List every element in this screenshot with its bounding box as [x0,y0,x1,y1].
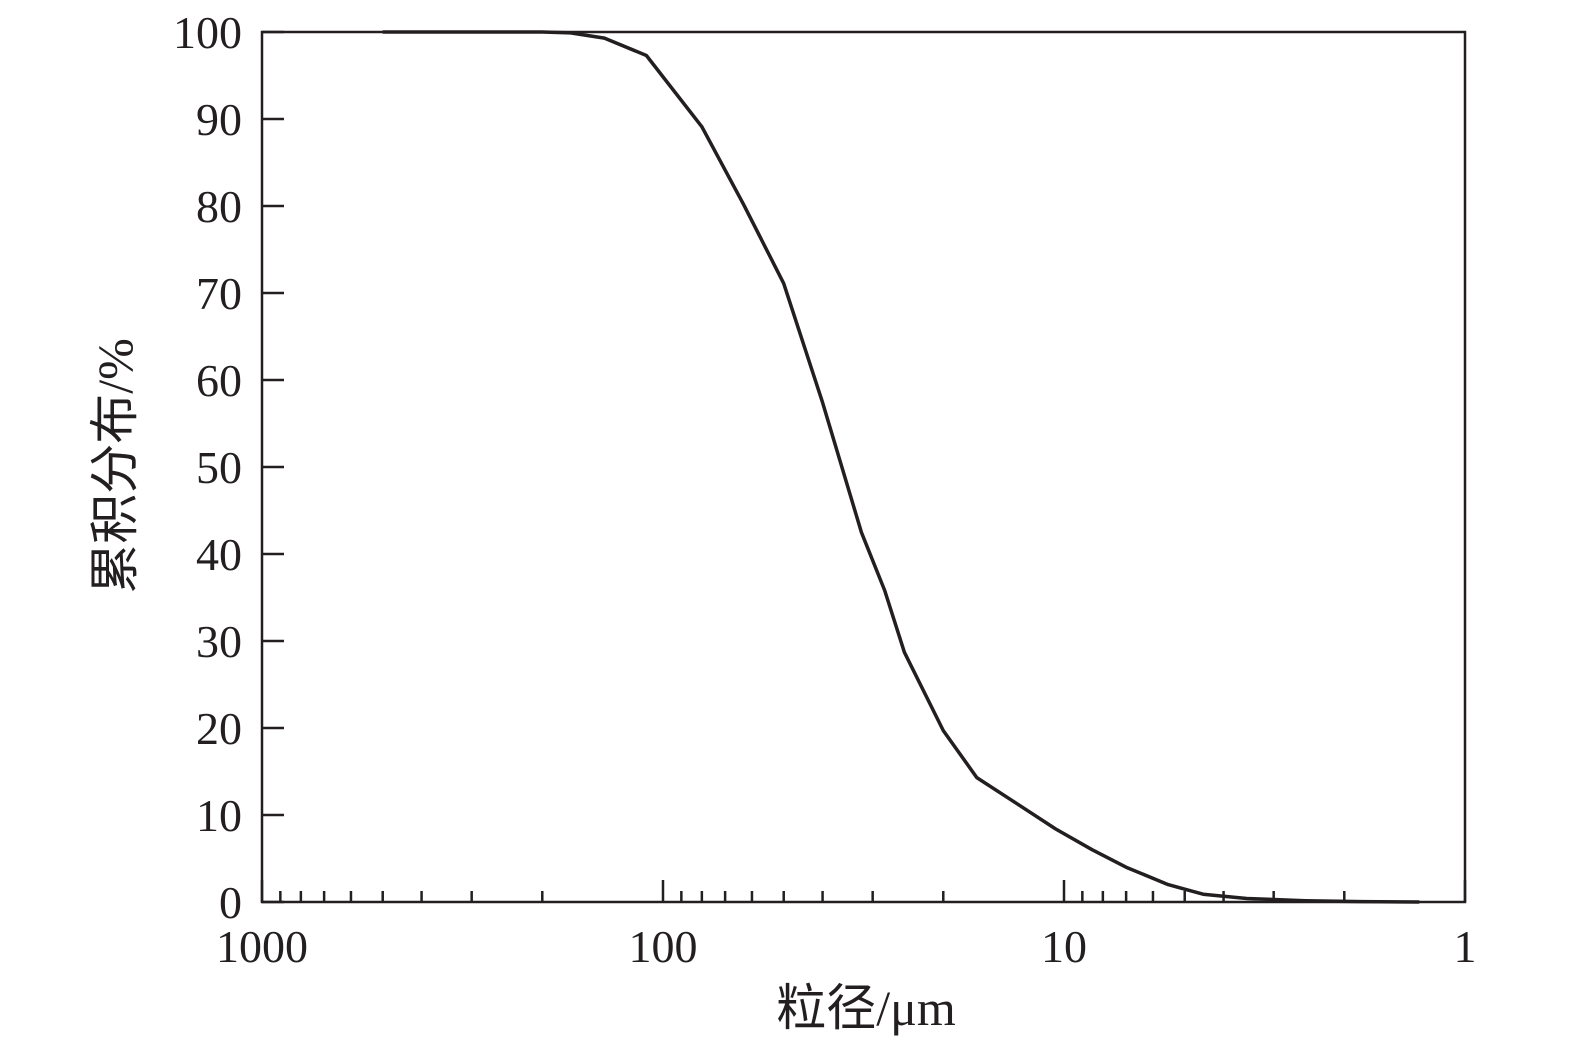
x-axis: 1000 100 10 1 [216,880,1477,972]
y-tick-label: 100 [173,7,242,58]
y-tick-label: 70 [196,268,242,319]
series-layer [382,30,1420,904]
plot-frame [260,30,1467,904]
y-tick-label: 60 [196,355,242,406]
y-tick-label: 50 [196,442,242,493]
x-tick-label: 1 [1454,921,1477,972]
y-tick-label: 20 [196,703,242,754]
y-tick-label: 80 [196,181,242,232]
y-tick-label: 90 [196,94,242,145]
y-axis-title: 累积分布/% [87,338,143,594]
x-tick-label: 100 [629,921,698,972]
x-tick-label: 1000 [216,921,308,972]
plot-border [260,30,1467,904]
x-axis-title: 粒径/μm [776,980,956,1036]
y-tick-label: 30 [196,616,242,667]
y-tick-label: 40 [196,529,242,580]
y-axis: 0 10 20 30 40 50 60 70 80 90 100 [173,7,284,928]
y-tick-label: 0 [219,877,242,928]
y-tick-label: 10 [196,790,242,841]
x-tick-label: 10 [1041,921,1087,972]
series-line [382,30,1420,904]
